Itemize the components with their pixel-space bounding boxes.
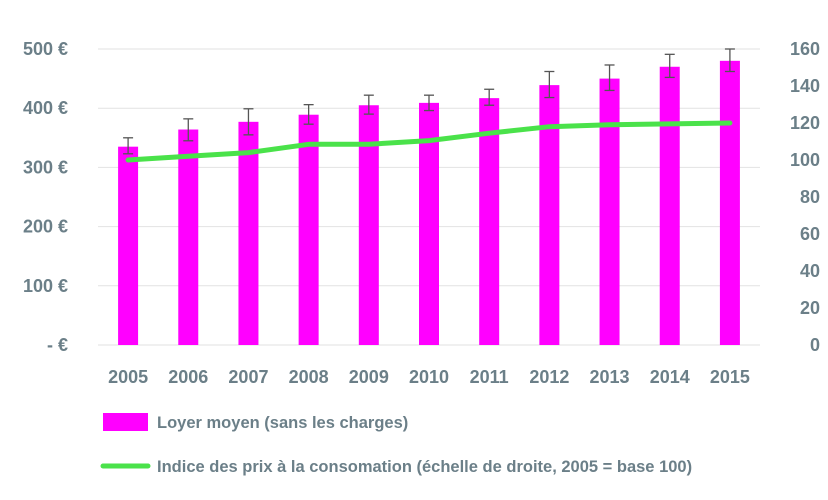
right-tick-label: 100 (790, 150, 820, 170)
x-tick-label: 2011 (470, 367, 509, 387)
left-axis-ticks: - € 100 € 200 € 300 € 400 € 500 € (23, 39, 68, 355)
bar-2011 (479, 98, 500, 345)
error-bar-2006 (183, 118, 194, 142)
x-tick-label: 2014 (650, 367, 690, 387)
x-tick-label: 2015 (710, 367, 750, 387)
error-bar-2005 (123, 137, 134, 155)
right-tick-label: 80 (800, 187, 820, 207)
right-tick-label: 140 (790, 76, 820, 96)
bar-series (118, 60, 740, 346)
bar-2006 (178, 129, 199, 345)
x-tick-label: 2009 (349, 367, 389, 387)
right-tick-label: 20 (800, 298, 820, 318)
error-bar-2014 (664, 53, 675, 79)
legend-label-bars: Loyer moyen (sans les charges) (157, 414, 408, 432)
bar-2009 (358, 105, 379, 346)
left-tick-label: 500 € (23, 39, 68, 59)
bar-2013 (599, 78, 620, 345)
error-bar-2009 (363, 94, 374, 115)
x-tick-label: 2008 (289, 367, 329, 387)
error-bar-2011 (484, 88, 495, 106)
bar-2014 (659, 66, 680, 345)
right-tick-label: 120 (790, 113, 820, 133)
error-bar-2012 (544, 70, 555, 99)
bar-2010 (419, 102, 439, 345)
error-bar-2013 (604, 64, 615, 92)
x-tick-label: 2006 (168, 367, 208, 387)
legend: Loyer moyen (sans les charges) Indice de… (100, 413, 692, 476)
right-tick-label: 60 (800, 224, 820, 244)
x-axis-ticks: 2005 2006 2007 2008 2009 2010 2011 2012 2013 2014… (108, 367, 750, 387)
error-bar-2007 (243, 108, 254, 136)
bar-2012 (539, 85, 560, 345)
bar-2007 (238, 121, 259, 345)
left-tick-label: 300 € (23, 157, 68, 177)
left-tick-label: - € (47, 335, 68, 355)
left-tick-label: 400 € (23, 98, 68, 118)
right-tick-label: 160 (790, 39, 820, 59)
right-tick-label: 40 (800, 261, 820, 281)
bar-2008 (298, 114, 319, 345)
error-bars (123, 48, 735, 155)
line-series (125, 120, 733, 163)
x-tick-label: 2010 (409, 367, 449, 387)
x-tick-label: 2012 (529, 367, 569, 387)
legend-swatch-bars (103, 413, 148, 431)
left-tick-label: 100 € (23, 276, 68, 296)
x-tick-label: 2007 (228, 367, 268, 387)
legend-label-line: Indice des prix à la consomation (échell… (157, 458, 692, 476)
right-axis-ticks: 0 20 40 60 80 100 120 140 160 (790, 39, 820, 355)
error-bar-2008 (303, 103, 314, 125)
bar-2005 (118, 146, 139, 345)
x-tick-label: 2013 (590, 367, 630, 387)
x-tick-label: 2005 (108, 367, 148, 387)
right-tick-label: 0 (810, 335, 820, 355)
error-bar-2015 (724, 48, 735, 73)
left-tick-label: 200 € (23, 217, 68, 237)
error-bar-2010 (424, 94, 434, 112)
bar-2015 (719, 60, 740, 346)
